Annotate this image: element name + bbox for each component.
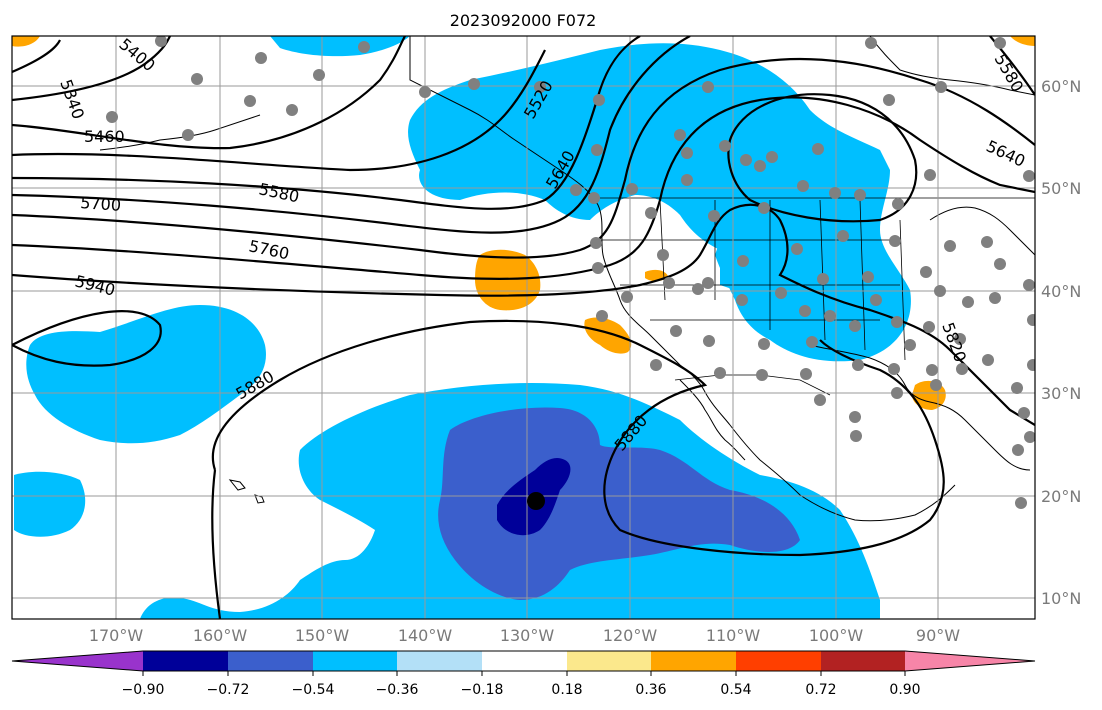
colorbar-segment (482, 651, 567, 671)
map-layers (12, 36, 1035, 619)
latitude-axis: 60°N 50°N 40°N 30°N 20°N 10°N (1041, 77, 1081, 608)
colorbar-segment (567, 651, 651, 671)
map-title: 2023092000 F072 (450, 11, 597, 30)
colorbar-segment (143, 651, 228, 671)
map-frame (11, 35, 1036, 620)
cyan-region-west (26, 305, 266, 444)
cyan-region-top (270, 36, 410, 57)
colorbar-tick-label: −0.54 (292, 682, 335, 698)
lon-label: 110°W (706, 626, 761, 645)
colorbar-segment (313, 651, 397, 671)
longitude-axis: 170°W 160°W 150°W 140°W 130°W 120°W 110°… (89, 626, 960, 645)
coastline-great-lakes (929, 206, 1035, 256)
contour-5580 (12, 36, 641, 210)
anomaly-fill-orange-5 (12, 36, 40, 47)
colorbar-tick-label: 0.36 (635, 682, 666, 698)
colorbar-extend-low (12, 651, 143, 671)
colorbar-tick-label: −0.18 (461, 682, 504, 698)
lat-label: 50°N (1041, 179, 1081, 198)
anomaly-fill-orange-2 (584, 317, 632, 354)
colorbar-segment (821, 651, 905, 671)
contour-5460 (12, 36, 406, 150)
colorbar-tick-label: 0.90 (889, 682, 920, 698)
coastline-north-america (409, 36, 956, 522)
contour-5520 (12, 49, 546, 172)
lon-label: 90°W (916, 626, 960, 645)
anomaly-fill-royal (438, 407, 800, 600)
lon-label: 130°W (500, 626, 555, 645)
lon-label: 160°W (193, 626, 248, 645)
contour-5340 (12, 39, 61, 74)
storm-center-marker (527, 492, 545, 510)
contour-5700 (12, 58, 1035, 259)
contour-5760 (12, 96, 1035, 280)
lon-label: 150°W (295, 626, 350, 645)
colorbar-segment (228, 651, 313, 671)
contour-5820 (12, 203, 1035, 426)
anomaly-fill-cyan (14, 43, 911, 619)
contour-5640-closed (727, 93, 918, 223)
colorbar: −0.90 −0.72 −0.54 −0.36 −0.18 0.18 0.36 … (11, 650, 1036, 698)
lon-label: 140°W (398, 626, 453, 645)
colorbar-tick-label: −0.72 (207, 682, 250, 698)
contour-5640 (12, 36, 691, 234)
cyan-region-southwest (14, 471, 86, 537)
lat-label: 10°N (1041, 589, 1081, 608)
colorbar-segment (397, 651, 482, 671)
anomaly-fill-orange-6 (1010, 36, 1035, 46)
contour-label: 5460 (84, 127, 125, 146)
colorbar-segment (736, 651, 821, 671)
height-contours (12, 36, 1035, 619)
lat-label: 20°N (1041, 487, 1081, 506)
station-markers (106, 36, 1035, 509)
cyan-region-inland (720, 240, 790, 295)
colorbar-tick-label: −0.36 (376, 682, 419, 698)
colorbar-extend-high (905, 651, 1035, 671)
lat-label: 40°N (1041, 282, 1081, 301)
lon-label: 170°W (89, 626, 144, 645)
contour-5880-tail (211, 469, 222, 619)
lon-label: 120°W (603, 626, 658, 645)
lon-label: 100°W (809, 626, 864, 645)
lat-label: 30°N (1041, 384, 1081, 403)
contour-label: 5700 (80, 193, 122, 215)
coastline-gulf (809, 344, 1031, 471)
colorbar-segment (651, 651, 736, 671)
colorbar-tick-label: 0.54 (720, 682, 751, 698)
coastline-hudson (869, 36, 1035, 96)
contour-5880 (211, 319, 945, 557)
colorbar-tick-label: 0.18 (551, 682, 582, 698)
colorbar-tick-label: 0.72 (805, 682, 836, 698)
contour-5940 (12, 310, 162, 367)
graticule (12, 36, 1035, 619)
coastline-baja (679, 379, 746, 461)
lat-label: 60°N (1041, 77, 1081, 96)
colorbar-tick-label: −0.90 (122, 682, 165, 698)
